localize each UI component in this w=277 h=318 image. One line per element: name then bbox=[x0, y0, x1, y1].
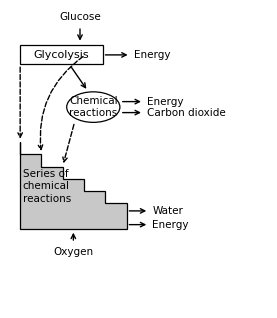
Text: Series of
chemical
reactions: Series of chemical reactions bbox=[23, 169, 71, 204]
Text: Water: Water bbox=[152, 206, 183, 216]
Text: Glucose: Glucose bbox=[59, 12, 101, 22]
Text: Oxygen: Oxygen bbox=[53, 247, 93, 257]
Ellipse shape bbox=[67, 92, 120, 122]
Text: Energy: Energy bbox=[147, 97, 183, 107]
Text: Glycolysis: Glycolysis bbox=[34, 50, 89, 60]
FancyBboxPatch shape bbox=[20, 45, 102, 64]
Text: Energy: Energy bbox=[152, 220, 189, 230]
Text: Chemical
reactions: Chemical reactions bbox=[69, 96, 118, 118]
Text: Energy: Energy bbox=[134, 50, 170, 60]
Text: Carbon dioxide: Carbon dioxide bbox=[147, 107, 226, 118]
Polygon shape bbox=[20, 142, 127, 229]
